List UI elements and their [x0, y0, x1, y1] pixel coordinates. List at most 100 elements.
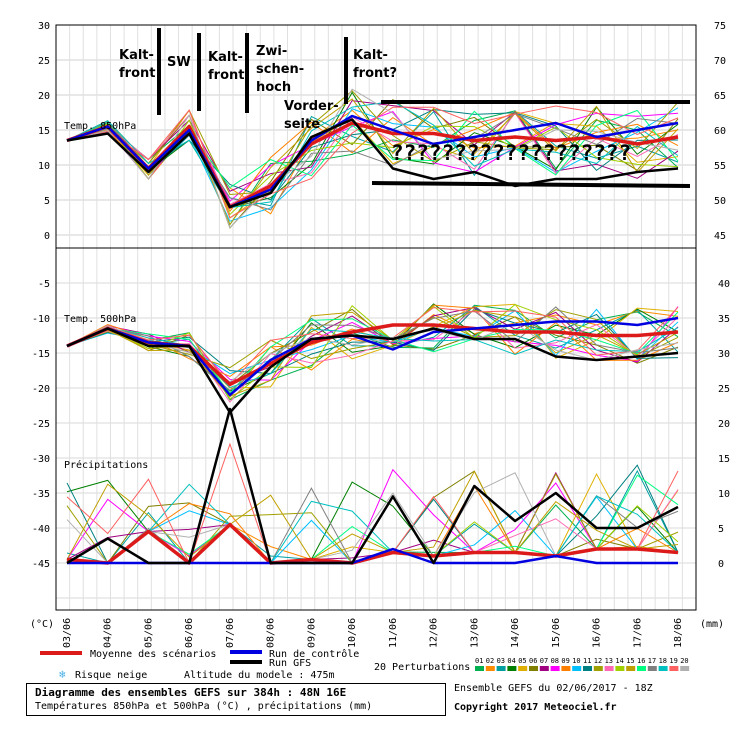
pert-850: [66, 105, 679, 219]
left-tick-500: -10: [32, 314, 50, 325]
left-tick-850: 30: [38, 21, 50, 32]
x-tick-label: 13/06: [469, 618, 480, 648]
pert-precip: [66, 505, 679, 564]
right-tick-850: 50: [714, 196, 726, 207]
left-tick-500: -5: [38, 279, 50, 290]
right-tick-precip: 40: [718, 279, 730, 290]
x-tick-label: 07/06: [225, 618, 236, 648]
x-tick-label: 09/06: [306, 618, 317, 648]
pert-id-label: 15: [626, 657, 634, 665]
left-tick-850: 0: [44, 231, 50, 242]
left-tick-500: -25: [32, 419, 50, 430]
pert-swatch: [593, 666, 603, 671]
left-tick-500: -20: [32, 384, 50, 395]
pert-precip: [66, 442, 679, 565]
x-tick-label: 03/06: [62, 618, 73, 648]
pert-id-label: 02: [486, 657, 494, 665]
pert-swatch: [485, 666, 495, 671]
footer-run: Ensemble GEFS du 02/06/2017 - 18Z: [454, 683, 653, 694]
right-tick-precip: 10: [718, 489, 730, 500]
pert-swatch: [658, 666, 668, 671]
series-mean-2: [66, 522, 679, 565]
pert-id-label: 06: [529, 657, 537, 665]
pert-swatch: [550, 666, 560, 671]
pert-swatch: [507, 666, 517, 671]
left-tick-500: -15: [32, 349, 50, 360]
pert-850: [66, 110, 679, 226]
pert-id-label: 01: [475, 657, 483, 665]
pert-id-label: 08: [551, 657, 559, 665]
legend-perturbations: 20 Perturbations: [374, 662, 470, 673]
x-tick-label: 08/06: [266, 618, 277, 648]
pert-850: [66, 100, 679, 192]
perturbation-swatches: 01 02 03 04 05 06 07 08 09 10 11 12 13 14 15 16 17 18 19 20: [475, 657, 690, 671]
unit-right: (mm): [700, 619, 724, 630]
pert-id-label: 19: [669, 657, 677, 665]
left-tick-500: -45: [32, 559, 50, 570]
title-500: Temp. 500hPa: [64, 314, 136, 325]
right-tick-850: 60: [714, 126, 726, 137]
pert-id-label: 09: [561, 657, 569, 665]
pert-id-label: 20: [680, 657, 688, 665]
snowflake-icon: ❄: [59, 668, 66, 681]
x-tick-label: 10/06: [347, 618, 358, 648]
pert-swatch: [561, 666, 571, 671]
plot-frame: [55, 24, 697, 611]
left-tick-500: -30: [32, 454, 50, 465]
pert-precip: [66, 470, 679, 561]
right-tick-precip: 35: [718, 314, 730, 325]
right-tick-precip: 15: [718, 454, 730, 465]
footer-box: Diagramme des ensembles GEFS sur 384h : …: [26, 683, 446, 716]
pert-500: [66, 309, 679, 397]
pert-swatch: [680, 666, 690, 671]
pert-id-label: 11: [583, 657, 591, 665]
x-tick-label: 11/06: [388, 618, 399, 648]
right-tick-precip: 30: [718, 349, 730, 360]
pert-id-label: 10: [572, 657, 580, 665]
ann-hoch: hoch: [256, 80, 291, 95]
right-tick-850: 65: [714, 91, 726, 102]
right-tick-precip: 5: [718, 524, 724, 535]
left-tick-850: 10: [38, 161, 50, 172]
ann-zwi: Zwi-: [256, 44, 287, 59]
x-tick-label: 17/06: [632, 618, 643, 648]
legend-altitude: Altitude du modele : 475m: [184, 670, 335, 681]
series-control-1: [66, 316, 679, 397]
ann-kalt-1a: Kalt-: [119, 48, 154, 63]
pert-id-label: 17: [648, 657, 656, 665]
pert-swatch: [626, 666, 636, 671]
ann-seite: seite: [284, 117, 320, 132]
ann-vorder: Vorder-: [284, 99, 339, 114]
pert-swatch: [529, 666, 538, 671]
pert-id-label: 14: [615, 657, 623, 665]
title-precip: Précipitations: [64, 459, 148, 471]
left-tick-850: 20: [38, 91, 50, 102]
series-mean-1: [66, 323, 679, 387]
ann-kalt-3a: Kalt-: [353, 48, 388, 63]
left-tick-850: 15: [38, 126, 50, 137]
ann-kalt-3b: front?: [353, 66, 397, 81]
pert-precip: [66, 464, 679, 564]
right-tick-precip: 20: [718, 419, 730, 430]
legend: Moyenne des scénarios Run de contrôle Ru…: [40, 648, 690, 681]
pert-swatch: [572, 666, 582, 671]
pert-id-label: 04: [507, 657, 515, 665]
x-tick-label: 05/06: [143, 618, 154, 648]
legend-mean-label: Moyenne des scénarios: [90, 648, 216, 660]
x-tick-label: 18/06: [673, 618, 684, 648]
legend-snow-label: Risque neige: [75, 670, 147, 681]
footer-title: Diagramme des ensembles GEFS sur 384h : …: [35, 686, 347, 699]
footer-copyright: Copyright 2017 Meteociel.fr: [454, 702, 617, 713]
front-marker-3: [245, 33, 249, 113]
front-marker-2: [197, 33, 201, 111]
pert-swatch: [669, 666, 679, 671]
pert-swatch: [539, 666, 549, 671]
right-tick-850: 55: [714, 161, 726, 172]
pert-swatch: [518, 666, 528, 671]
right-tick-850: 45: [714, 231, 726, 242]
right-tick-precip: 0: [718, 559, 724, 570]
unit-left: (°C): [30, 619, 54, 630]
right-tick-precip: 25: [718, 384, 730, 395]
